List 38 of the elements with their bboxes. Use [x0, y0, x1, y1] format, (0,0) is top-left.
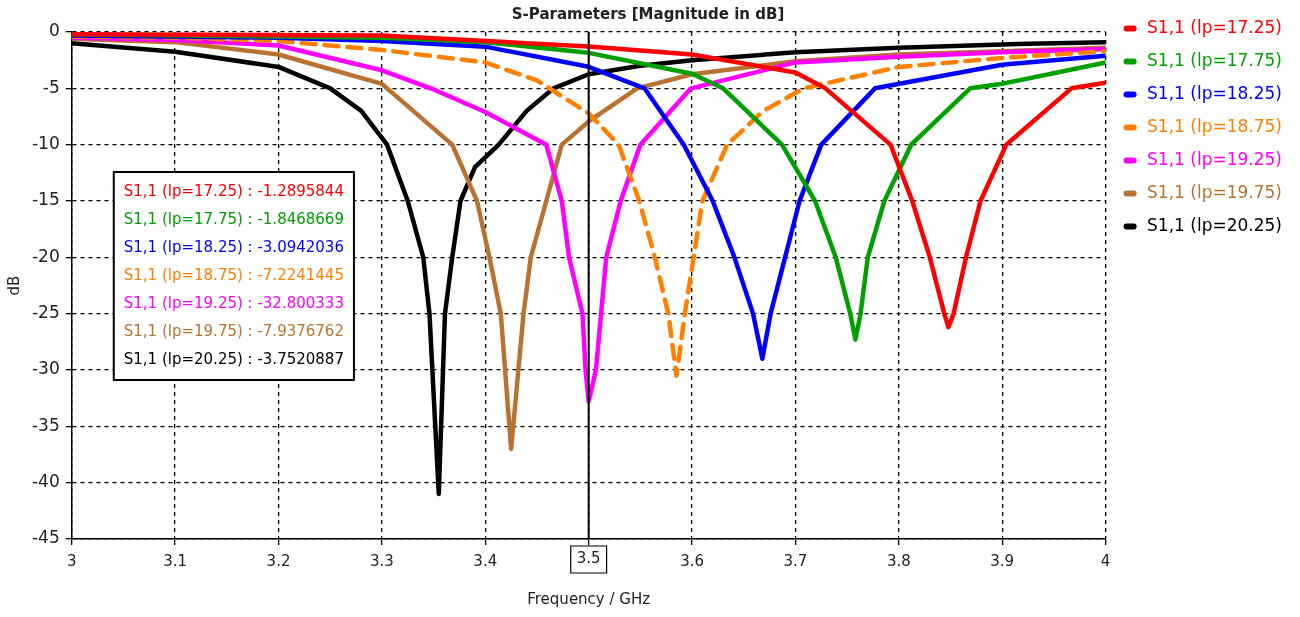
- x-tick-label: 3.2: [266, 551, 291, 570]
- x-axis-title: Frequency / GHz: [527, 589, 651, 608]
- y-tick-label: -40: [31, 471, 60, 492]
- annotation: S1,1 (lp=18.25) : -3.0942036: [123, 237, 344, 256]
- y-tick-label: -30: [31, 358, 60, 379]
- x-tick-label: 3.5: [576, 548, 601, 567]
- x-tick-label: 3.8: [886, 551, 911, 570]
- x-tick-label: 3.6: [680, 551, 704, 570]
- annotation: S1,1 (lp=18.75) : -7.2241445: [123, 265, 344, 284]
- y-tick-label: -25: [31, 302, 60, 323]
- legend-label: S1,1 (lp=19.75): [1147, 181, 1282, 202]
- annotation: S1,1 (lp=17.25) : -1.2895844: [123, 181, 344, 200]
- y-tick-label: -35: [31, 414, 60, 435]
- x-tick-label: 3.4: [473, 551, 498, 570]
- x-tick-label: 3.9: [990, 551, 1015, 570]
- y-tick-label: -45: [31, 527, 60, 548]
- y-tick-label: -10: [31, 133, 60, 154]
- y-tick-label: -20: [31, 245, 60, 266]
- x-tick-label: 3.3: [369, 551, 394, 570]
- y-tick-label: -5: [42, 76, 60, 97]
- legend-label: S1,1 (lp=18.25): [1147, 82, 1282, 103]
- legend-label: S1,1 (lp=17.75): [1147, 49, 1282, 70]
- legend-label: S1,1 (lp=20.25): [1147, 214, 1282, 235]
- annotation: S1,1 (lp=19.75) : -7.9376762: [123, 321, 344, 340]
- annotation: S1,1 (lp=17.75) : -1.8468669: [123, 209, 344, 228]
- chart-title: S-Parameters [Magnitude in dB]: [511, 4, 785, 23]
- y-axis-title: dB: [4, 275, 23, 296]
- x-tick-label: 3.7: [783, 551, 808, 570]
- legend-label: S1,1 (lp=17.25): [1147, 16, 1282, 37]
- y-tick-label: 0: [48, 20, 60, 41]
- legend-label: S1,1 (lp=19.25): [1147, 148, 1282, 169]
- legend-label: S1,1 (lp=18.75): [1147, 115, 1282, 136]
- annotation: S1,1 (lp=20.25) : -3.7520887: [123, 349, 344, 368]
- x-tick-label: 4: [1100, 551, 1111, 570]
- x-tick-label: 3: [66, 551, 77, 570]
- y-tick-label: -15: [31, 189, 60, 210]
- annotation: S1,1 (lp=19.25) : -32.800333: [123, 293, 344, 312]
- x-tick-label: 3.1: [163, 551, 188, 570]
